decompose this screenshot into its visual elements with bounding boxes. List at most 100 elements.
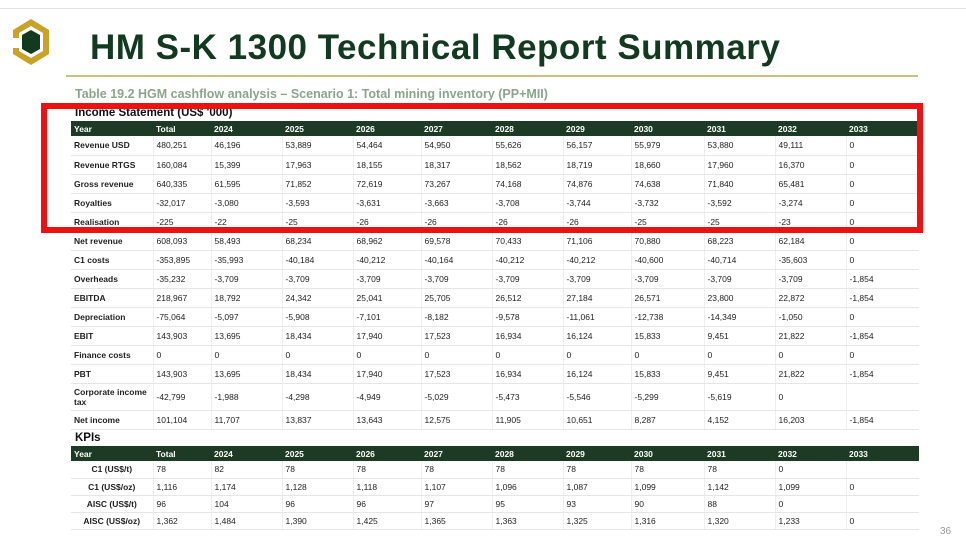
table-cell: 16,203: [774, 410, 846, 430]
table-cell: 1,425: [352, 512, 421, 530]
row-label: Net income: [71, 410, 153, 430]
table-cell: 22,872: [774, 288, 846, 308]
table-cell: [845, 461, 919, 479]
column-header: 2031: [704, 446, 775, 461]
row-label: C1 costs: [71, 250, 153, 270]
column-header: 2024: [211, 121, 282, 136]
column-header: 2028: [492, 446, 563, 461]
table-cell: 0: [562, 345, 631, 365]
table-cell: 1,484: [210, 512, 282, 530]
table-cell: -3,709: [420, 269, 492, 289]
table-cell: 0: [845, 193, 919, 213]
table-row: Revenue RTGS 160,084 15,399 17,963 18,155 18,…: [71, 155, 919, 175]
table-cell: 74,638: [630, 174, 704, 194]
table-cell: -35,603: [774, 250, 846, 270]
table-row: Overheads -35,232 -3,709 -3,709 -3,709 -3,709…: [71, 269, 919, 289]
table-cell: 143,903: [152, 326, 211, 346]
column-header: 2027: [421, 446, 492, 461]
table-cell: 88: [703, 495, 775, 513]
kpi-header-row: Year Total 2024 2025 2026 2027 2028 2029 2030 203…: [71, 446, 919, 461]
table-row: Net income 101,104 11,707 13,837 13,643 12,57…: [71, 410, 919, 430]
table-cell: 11,707: [210, 410, 282, 430]
table-cell: 82: [210, 461, 282, 479]
table-cell: 62,184: [774, 231, 846, 251]
table-cell: 0: [420, 345, 492, 365]
table-cell: 93: [562, 495, 631, 513]
row-label: Corporate income tax: [71, 383, 153, 411]
table-cell: 71,852: [281, 174, 353, 194]
table-cell: -3,631: [352, 193, 421, 213]
column-header: 2032: [775, 121, 846, 136]
table-cell: 1,118: [352, 478, 421, 496]
table-cell: 72,619: [352, 174, 421, 194]
table-cell: 1,362: [152, 512, 211, 530]
table-row: C1 costs -353,895 -35,993 -40,184 -40,212 -40…: [71, 250, 919, 270]
table-cell: -5,299: [630, 383, 704, 411]
column-header: 2030: [631, 121, 704, 136]
table-cell: -1,854: [845, 410, 919, 430]
table-cell: 18,434: [281, 326, 353, 346]
table-cell: 13,837: [281, 410, 353, 430]
table-cell: 11,905: [491, 410, 563, 430]
table-cell: 16,370: [774, 155, 846, 175]
table-cell: 73,267: [420, 174, 492, 194]
table-cell: 0: [845, 231, 919, 251]
table-cell: 17,940: [352, 326, 421, 346]
table-cell: 27,184: [562, 288, 631, 308]
table-cell: 78: [152, 461, 211, 479]
table-cell: 218,967: [152, 288, 211, 308]
table-cell: 1,107: [420, 478, 492, 496]
table-cell: -40,600: [630, 250, 704, 270]
table-cell: -3,709: [352, 269, 421, 289]
table-row: AISC (US$/oz) 1,362 1,484 1,390 1,425 1,365 1,…: [71, 512, 919, 530]
row-label: Revenue RTGS: [71, 155, 153, 175]
table-cell: 0: [352, 345, 421, 365]
table-cell: -3,709: [774, 269, 846, 289]
table-cell: -40,164: [420, 250, 492, 270]
table-cell: 78: [562, 461, 631, 479]
table-cell: 24,342: [281, 288, 353, 308]
table-cell: 1,390: [281, 512, 353, 530]
table-cell: -3,663: [420, 193, 492, 213]
table-cell: -3,709: [210, 269, 282, 289]
table-cell: -35,993: [210, 250, 282, 270]
table-cell: 55,626: [491, 136, 563, 156]
table-cell: 71,106: [562, 231, 631, 251]
table-row: C1 (US$/t) 78 82 78 78 78 78 78 78 78 0: [71, 461, 919, 479]
table-cell: -5,029: [420, 383, 492, 411]
row-label: Overheads: [71, 269, 153, 289]
column-header: 2026: [353, 446, 421, 461]
column-header: Year: [71, 446, 153, 461]
table-row: Revenue USD 480,251 46,196 53,889 54,464 54,9…: [71, 136, 919, 156]
row-label: Finance costs: [71, 345, 153, 365]
table-cell: 16,934: [491, 364, 563, 384]
highlight-box: [41, 103, 923, 233]
table-cell: -1,854: [845, 364, 919, 384]
table-cell: 1,233: [774, 512, 846, 530]
table-cell: 0: [845, 478, 919, 496]
table-cell: 74,876: [562, 174, 631, 194]
row-label: EBITDA: [71, 288, 153, 308]
table-cell: -3,709: [281, 269, 353, 289]
table-row: Royalties -32,017 -3,080 -3,593 -3,631 -3,663…: [71, 193, 919, 213]
table-cell: 21,822: [774, 326, 846, 346]
table-cell: 0: [774, 495, 846, 513]
table-cell: 13,643: [352, 410, 421, 430]
row-label: C1 (US$/oz): [71, 478, 153, 496]
table-cell: -32,017: [152, 193, 211, 213]
table-cell: -5,908: [281, 307, 353, 327]
table-cell: 1,325: [562, 512, 631, 530]
table-cell: -1,854: [845, 269, 919, 289]
table-cell: 18,317: [420, 155, 492, 175]
table-cell: 78: [630, 461, 704, 479]
table-cell: 78: [491, 461, 563, 479]
table-cell: 68,223: [703, 231, 775, 251]
table-cell: 13,695: [210, 326, 282, 346]
company-logo-icon: [12, 19, 49, 65]
row-label: Royalties: [71, 193, 153, 213]
top-divider: [0, 8, 966, 9]
table-cell: 101,104: [152, 410, 211, 430]
table-cell: 0: [774, 345, 846, 365]
table-cell: -3,709: [562, 269, 631, 289]
table-cell: -8,182: [420, 307, 492, 327]
